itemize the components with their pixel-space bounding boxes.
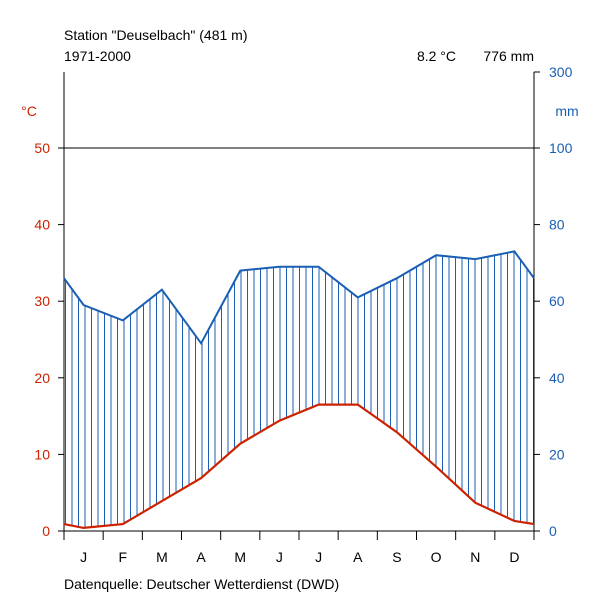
month-label: F: [118, 549, 127, 565]
precipitation-tick-label: 0: [549, 523, 557, 539]
temperature-tick-label: 30: [34, 293, 50, 309]
precipitation-unit-label: mm: [555, 103, 578, 119]
temperature-tick-label: 10: [34, 446, 50, 462]
precipitation-hatch-area: [65, 251, 534, 528]
chart-period: 1971-2000: [64, 48, 131, 64]
month-label: M: [156, 549, 168, 565]
chart-title: Station "Deuselbach" (481 m): [64, 27, 247, 43]
precipitation-tick-label: 60: [549, 293, 565, 309]
precipitation-line: [63, 250, 535, 346]
precipitation-tick-label: 40: [549, 370, 565, 386]
precipitation-tick-label: 20: [549, 446, 565, 462]
month-label: M: [234, 549, 246, 565]
month-label: J: [80, 549, 87, 565]
annual-temperature: 8.2 °C: [417, 48, 456, 64]
data-source-note: Datenquelle: Deutscher Wetterdienst (DWD…: [64, 576, 339, 592]
annual-precipitation: 776 mm: [483, 48, 534, 64]
temperature-tick-label: 50: [34, 140, 50, 156]
month-label: J: [315, 549, 322, 565]
precipitation-tick-label: 300: [549, 64, 573, 80]
month-label: D: [509, 549, 519, 565]
temperature-tick-label: 40: [34, 217, 50, 233]
precipitation-tick-label: 100: [549, 140, 573, 156]
month-label: O: [431, 549, 442, 565]
temperature-tick-label: 20: [34, 370, 50, 386]
precipitation-tick-label: 80: [549, 217, 565, 233]
precipitation-axis-ticks: 0 20 40 60 80 100 300: [534, 64, 573, 539]
month-label: J: [276, 549, 283, 565]
month-label: N: [470, 549, 480, 565]
temperature-unit-label: °C: [21, 103, 37, 119]
month-label: A: [196, 549, 206, 565]
month-label: A: [353, 549, 363, 565]
temperature-tick-label: 0: [42, 523, 50, 539]
month-label: S: [392, 549, 401, 565]
temperature-line: [63, 403, 535, 530]
chart-header: Station "Deuselbach" (481 m) 1971-2000 8…: [64, 27, 534, 64]
temperature-axis-ticks: 0 10 20 30 40 50: [34, 140, 64, 539]
